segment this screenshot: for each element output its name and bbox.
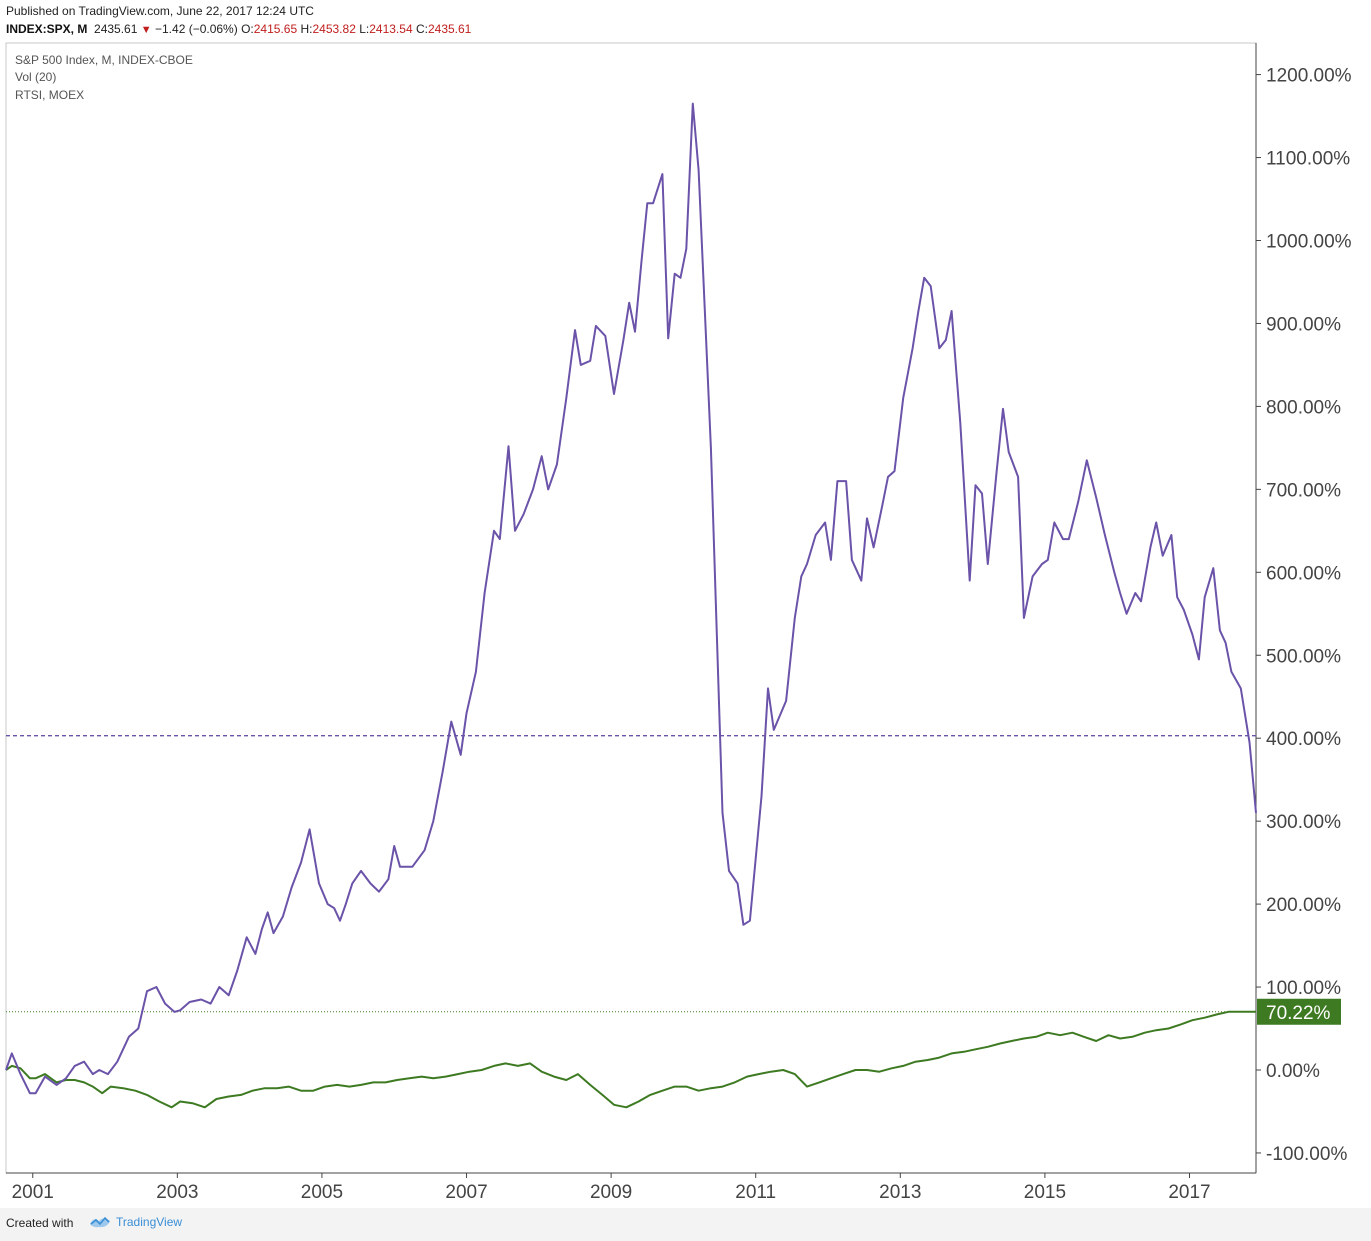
y-axis[interactable]: 1200.00% 1100.00% 1000.00% 900.00% 800.00% 70… bbox=[1256, 66, 1352, 1165]
low-label: L: bbox=[359, 22, 370, 36]
y-tick-label: 800.00% bbox=[1266, 397, 1341, 418]
y-tick-label: 1200.00% bbox=[1266, 66, 1352, 87]
y-tick-label: 1100.00% bbox=[1266, 149, 1350, 170]
brand-name: TradingView bbox=[116, 1215, 183, 1229]
y-tick-label: 300.00% bbox=[1266, 812, 1341, 833]
y-tick-label: -100.00% bbox=[1266, 1144, 1347, 1165]
y-tick-label: 0.00% bbox=[1266, 1061, 1320, 1082]
open-value: 2415.65 bbox=[253, 22, 298, 36]
y-tick-label: 1000.00% bbox=[1266, 232, 1352, 253]
x-tick-label: 2013 bbox=[879, 1182, 921, 1203]
open-label: O: bbox=[241, 22, 254, 36]
series-layer: 70.22% bbox=[5, 102, 1341, 1109]
x-tick-label: 2001 bbox=[12, 1182, 54, 1203]
high-label: H: bbox=[300, 22, 313, 36]
y-tick-label: 600.00% bbox=[1266, 563, 1341, 584]
last-price: 2435.61 bbox=[94, 22, 138, 36]
high-value: 2453.82 bbox=[312, 22, 356, 36]
tradingview-logo-icon bbox=[90, 1216, 110, 1228]
close-value: 2435.61 bbox=[427, 22, 472, 36]
x-tick-label: 2003 bbox=[156, 1182, 198, 1203]
footer: Created with TradingView bbox=[0, 1208, 1371, 1241]
legend-rtsi[interactable]: RTSI, MOEX bbox=[15, 88, 84, 102]
created-with-label: Created with bbox=[6, 1216, 74, 1230]
x-tick-label: 2005 bbox=[301, 1182, 343, 1203]
symbol-label[interactable]: INDEX:SPX, M bbox=[6, 22, 88, 36]
x-axis[interactable]: 2001 2003 2005 2007 2009 2011 2013 2015 2017 bbox=[12, 1173, 1211, 1203]
legend-spx[interactable]: S&P 500 Index, M, INDEX-CBOE bbox=[15, 53, 193, 67]
brand-link[interactable]: TradingView bbox=[88, 1213, 182, 1231]
spx-last-value-label: 70.22% bbox=[1266, 1003, 1331, 1024]
x-tick-label: 2015 bbox=[1024, 1182, 1066, 1203]
x-tick-label: 2011 bbox=[735, 1182, 776, 1203]
rtsi-series-line[interactable] bbox=[5, 102, 1257, 1095]
published-caption: Published on TradingView.com, June 22, 2… bbox=[6, 4, 314, 18]
price-change: −1.42 (−0.06%) bbox=[155, 22, 238, 36]
quote-line: INDEX:SPX, M 2435.61 ▼ −1.42 (−0.06%) O:… bbox=[6, 21, 471, 38]
x-tick-label: 2007 bbox=[445, 1182, 487, 1203]
y-tick-label: 200.00% bbox=[1266, 895, 1341, 916]
y-tick-label: 900.00% bbox=[1266, 314, 1341, 335]
y-tick-label: 500.00% bbox=[1266, 646, 1341, 667]
y-tick-label: 100.00% bbox=[1266, 978, 1341, 999]
close-label: C: bbox=[415, 22, 428, 36]
legend-volume[interactable]: Vol (20) bbox=[15, 70, 56, 84]
chart-frame bbox=[5, 42, 1257, 1174]
y-tick-label: 400.00% bbox=[1266, 729, 1341, 750]
x-tick-label: 2017 bbox=[1168, 1182, 1210, 1203]
x-tick-label: 2009 bbox=[590, 1182, 632, 1203]
y-tick-label: 700.00% bbox=[1266, 480, 1341, 501]
down-triangle-icon: ▼ bbox=[140, 24, 152, 36]
low-value: 2413.54 bbox=[369, 22, 413, 36]
spx-series-line[interactable] bbox=[5, 1010, 1256, 1109]
spx-last-value-badge bbox=[1257, 998, 1341, 1025]
